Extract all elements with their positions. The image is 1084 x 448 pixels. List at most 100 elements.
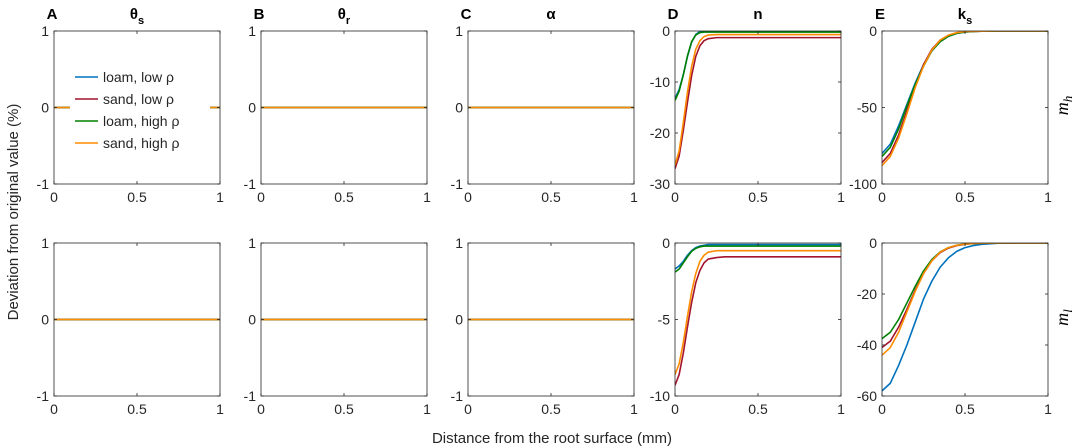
y-tick-label: 0 [248,100,256,116]
x-tick-label: 1 [1044,401,1052,417]
axes-box [881,242,1049,397]
row-label-mh: mh [1052,96,1075,116]
series-line-loam-low- [882,243,1048,392]
x-tick-label: 1 [1044,189,1052,205]
panel-5: -100 -50 0 0 0.5 1 E ks [849,6,1052,205]
panel-title: θs [130,6,144,27]
series-line-loam-low- [882,31,1048,154]
row-label-base: m [1052,313,1072,326]
x-tick-label: 1 [423,189,431,205]
x-tick-label: 0.5 [541,401,561,417]
series-line-sand-high- [675,33,841,166]
x-tick-label: 0 [671,401,679,417]
y-tick-label: -1 [37,176,50,192]
y-tick-label: 1 [41,23,49,39]
y-tick-label: -20 [650,125,670,141]
legend-item: loam, low ρ [75,69,174,85]
series-line-loam-high- [675,31,841,101]
panel-10: -60 -40 -20 0 0 0.5 1 [857,235,1052,417]
legend-item: loam, high ρ [75,113,179,129]
panel-4: -30 -20 -10 0 0 0.5 1 D n [650,6,845,205]
x-tick-label: 0 [50,401,58,417]
y-tick-label: -40 [857,337,877,353]
x-tick-label: 1 [216,189,224,205]
y-tick-label: -100 [849,176,877,192]
x-tick-label: 0.5 [127,189,147,205]
x-tick-label: 0.5 [955,401,975,417]
legend-item: sand, high ρ [75,135,179,151]
y-tick-label: 1 [455,23,463,39]
x-tick-label: 0.5 [541,189,561,205]
y-tick-label: 0 [662,23,670,39]
y-tick-label: -10 [650,74,670,90]
y-tick-label: -1 [244,388,257,404]
x-tick-label: 0 [878,401,886,417]
series-line-loam-low- [675,243,841,270]
legend-label: loam, low ρ [103,69,174,85]
x-tick-label: 0 [50,189,58,205]
y-tick-label: -50 [857,100,877,116]
y-tick-label: 0 [41,100,49,116]
legend-label: sand, high ρ [103,135,179,151]
y-tick-label: 1 [248,23,256,39]
legend-label: loam, high ρ [103,113,179,129]
panel-letter: B [254,6,265,23]
y-tick-label: -10 [650,388,670,404]
y-tick-label: 0 [248,312,256,328]
y-tick-label: -1 [244,176,257,192]
series-line-loam-high- [882,243,1048,340]
row-label-base: m [1052,102,1072,115]
series-line-sand-high- [675,249,841,375]
axes-box [674,30,842,185]
row-label-sub: l [1060,309,1075,313]
legend-label: sand, low ρ [103,91,174,107]
x-tick-label: 0.5 [748,401,768,417]
y-tick-label: -5 [658,312,671,328]
panel-9: -10 -5 0 0 0.5 1 [650,235,845,417]
series-line-sand-low- [882,243,1048,349]
panel-title-sub: s [138,15,144,27]
panel-title-sub: r [346,15,351,27]
x-tick-label: 1 [216,401,224,417]
x-tick-label: 0 [464,189,472,205]
x-tick-label: 0.5 [334,401,354,417]
panel-letter: E [875,6,885,23]
x-tick-label: 1 [837,189,845,205]
y-tick-label: 0 [455,312,463,328]
y-tick-label: 1 [248,235,256,251]
series-group [882,243,1048,392]
panel-letter: A [47,6,58,23]
panel-letter: C [461,6,472,23]
y-tick-label: 0 [41,312,49,328]
series-line-sand-high- [882,31,1048,167]
legend-box [70,64,210,160]
x-axis-label: Distance from the root surface (mm) [432,430,672,447]
series-group [675,31,841,169]
y-tick-label: 1 [41,235,49,251]
x-tick-label: 1 [423,401,431,417]
y-tick-label: 0 [455,100,463,116]
x-tick-label: 0 [257,189,265,205]
series-line-loam-high- [675,245,841,273]
x-tick-label: 0.5 [334,189,354,205]
panel-title: α [546,6,556,23]
series-line-sand-low- [675,36,841,169]
series-group [675,243,841,386]
series-line-sand-high- [882,243,1048,356]
x-tick-label: 0 [257,401,265,417]
series-line-sand-low- [675,255,841,386]
y-tick-label: -1 [451,176,464,192]
panel-title: n [753,6,762,23]
legend-item: sand, low ρ [75,91,174,107]
y-tick-label: -60 [857,388,877,404]
axes-box [674,242,842,397]
panel-title: θr [338,6,351,27]
row-label-ml: ml [1052,309,1075,326]
